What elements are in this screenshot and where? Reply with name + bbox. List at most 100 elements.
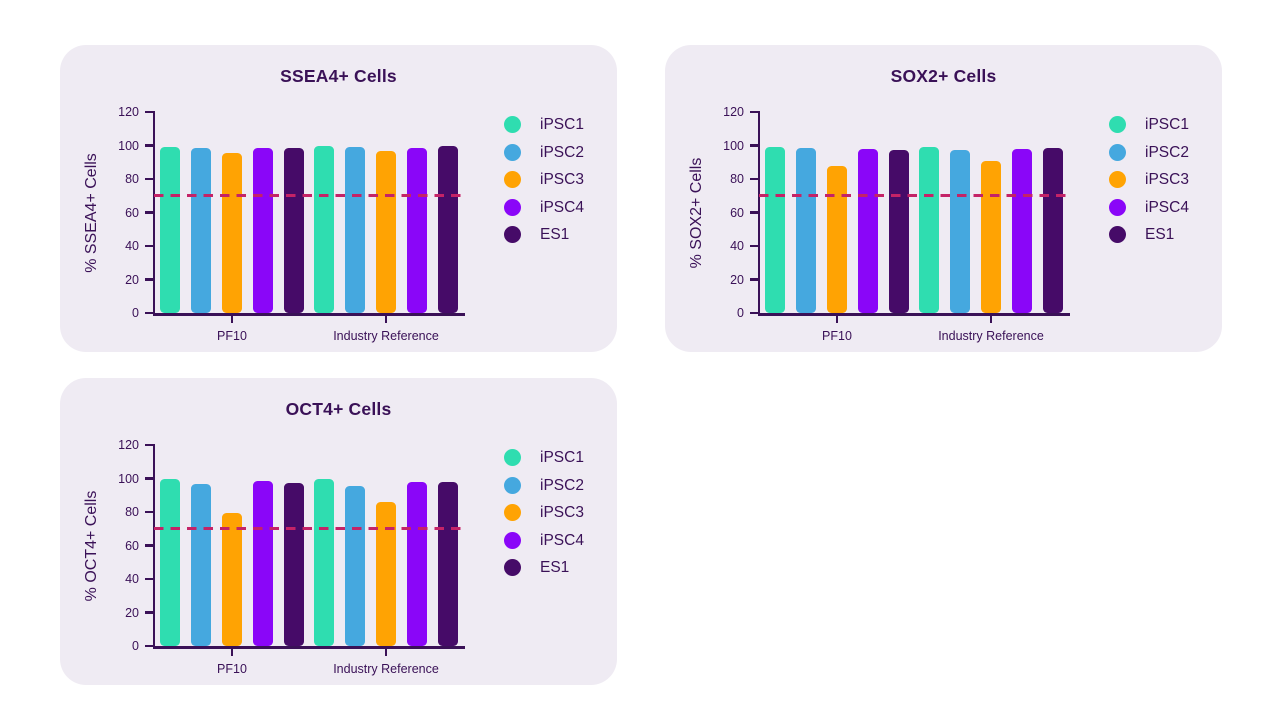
legend-item-ipsc3: iPSC3 [1109, 171, 1189, 188]
legend: iPSC1 iPSC2 iPSC3 iPSC4 ES1 [504, 449, 584, 587]
legend-item-ipsc4: iPSC4 [1109, 198, 1189, 216]
y-tick-label: 100 [118, 138, 139, 153]
ipsc2-swatch-icon [1109, 143, 1126, 161]
bar-ipsc3-pf10 [222, 512, 242, 646]
bar-ipsc4-pf10 [253, 481, 273, 646]
legend-item-ipsc2: iPSC2 [504, 143, 584, 161]
legend-item-ipsc2: iPSC2 [504, 476, 584, 494]
bar-ipsc1-industry-reference [314, 479, 334, 646]
ipsc3-swatch-icon [504, 504, 521, 521]
y-tick-mark [145, 144, 153, 147]
y-tick-label: 60 [125, 538, 139, 553]
bar-ipsc2-industry-reference [345, 147, 365, 313]
ipsc3-swatch-icon [1109, 171, 1126, 188]
legend-label: iPSC1 [1145, 116, 1189, 133]
legend-label: iPSC3 [540, 504, 584, 521]
x-tick-mark [230, 648, 234, 656]
chart-card-ssea4: SSEA4+ Cells % SSEA4+ Cells 0 20 40 60 80 100… [60, 45, 617, 352]
legend: iPSC1 iPSC2 iPSC3 iPSC4 ES1 [504, 116, 584, 254]
x-tick-label: Industry Reference [938, 329, 1044, 343]
bar-ipsc2-pf10 [191, 483, 211, 646]
y-axis-line [152, 111, 155, 316]
legend-label: ES1 [1145, 226, 1175, 243]
ipsc1-swatch-icon [504, 449, 521, 466]
legend-item-ipsc1: iPSC1 [504, 449, 584, 466]
threshold-line [154, 194, 466, 198]
y-tick-label: 40 [730, 239, 744, 253]
bar-ipsc3-industry-reference [981, 160, 1001, 313]
y-tick-label: 80 [125, 505, 139, 519]
y-tick-label: 120 [118, 105, 139, 119]
bar-es1-industry-reference [1043, 148, 1063, 313]
bar-ipsc1-industry-reference [314, 146, 334, 313]
y-tick-mark [145, 278, 153, 281]
y-tick-label: 80 [730, 172, 744, 186]
legend-item-ipsc1: iPSC1 [504, 116, 584, 133]
y-tick-label: 20 [125, 272, 139, 287]
bar-ipsc3-industry-reference [376, 501, 396, 646]
y-tick-label: 20 [730, 272, 744, 287]
y-axis-line [152, 444, 155, 649]
ipsc4-swatch-icon [1109, 198, 1126, 216]
plot-area: 0 20 40 60 80 100 120 PF10 Industry Reference [118, 438, 466, 676]
legend-label: iPSC1 [540, 116, 584, 133]
x-tick-mark [989, 315, 993, 323]
bar-ipsc2-industry-reference [345, 486, 365, 646]
bar-ipsc4-pf10 [858, 148, 878, 313]
y-tick-label: 100 [118, 471, 139, 486]
ipsc2-swatch-icon [504, 476, 521, 494]
legend-item-es1: ES1 [504, 226, 584, 243]
y-tick-mark [750, 278, 758, 281]
bar-es1-pf10 [284, 482, 304, 646]
bar-ipsc1-industry-reference [919, 147, 939, 313]
bar-ipsc3-pf10 [827, 166, 847, 313]
y-tick-mark [145, 211, 153, 214]
bar-ipsc3-pf10 [222, 153, 242, 313]
legend-label: iPSC4 [540, 198, 584, 216]
y-tick-mark [750, 177, 758, 181]
y-tick-label: 60 [730, 205, 744, 220]
es1-swatch-icon [1109, 226, 1126, 243]
y-tick-mark [145, 510, 153, 514]
ipsc3-swatch-icon [504, 171, 521, 188]
x-tick-label: PF10 [217, 662, 247, 676]
y-tick-label: 120 [723, 105, 744, 119]
x-tick-mark [384, 315, 388, 323]
chart-title: SSEA4+ Cells [280, 66, 397, 86]
bar-ipsc4-industry-reference [407, 481, 427, 646]
bar-ipsc3-industry-reference [376, 150, 396, 313]
y-tick-label: 0 [132, 306, 139, 320]
x-tick-label: Industry Reference [333, 329, 439, 343]
legend-item-ipsc1: iPSC1 [1109, 116, 1189, 133]
y-tick-label: 100 [723, 138, 744, 153]
y-tick-mark [750, 144, 758, 147]
legend-label: iPSC1 [540, 449, 584, 466]
y-tick-mark [145, 443, 153, 447]
legend-label: iPSC4 [540, 531, 584, 549]
bar-ipsc4-pf10 [253, 148, 273, 313]
y-tick-label: 40 [125, 239, 139, 253]
legend-label: iPSC3 [540, 171, 584, 188]
chart-title: OCT4+ Cells [285, 399, 392, 419]
legend-item-es1: ES1 [1109, 226, 1189, 243]
ipsc2-swatch-icon [504, 143, 521, 161]
bar-ipsc1-pf10 [765, 147, 785, 313]
y-tick-label: 80 [125, 172, 139, 186]
x-tick-label: PF10 [822, 329, 852, 343]
legend-label: ES1 [540, 226, 570, 243]
x-tick-mark [384, 648, 388, 656]
bar-es1-pf10 [284, 148, 304, 313]
y-tick-label: 0 [132, 639, 139, 653]
y-tick-mark [145, 611, 153, 614]
ipsc4-swatch-icon [504, 531, 521, 549]
x-tick-mark [835, 315, 839, 323]
bar-ipsc2-industry-reference [950, 149, 970, 313]
threshold-line [759, 194, 1071, 198]
bar-es1-industry-reference [438, 146, 458, 313]
chart-card-oct4: OCT4+ Cells % OCT4+ Cells 0 20 40 60 80 100 12… [60, 378, 617, 685]
bar-ipsc2-pf10 [796, 148, 816, 313]
bar-ipsc2-pf10 [191, 148, 211, 313]
threshold-line [154, 527, 466, 531]
legend-label: iPSC2 [1145, 143, 1189, 161]
